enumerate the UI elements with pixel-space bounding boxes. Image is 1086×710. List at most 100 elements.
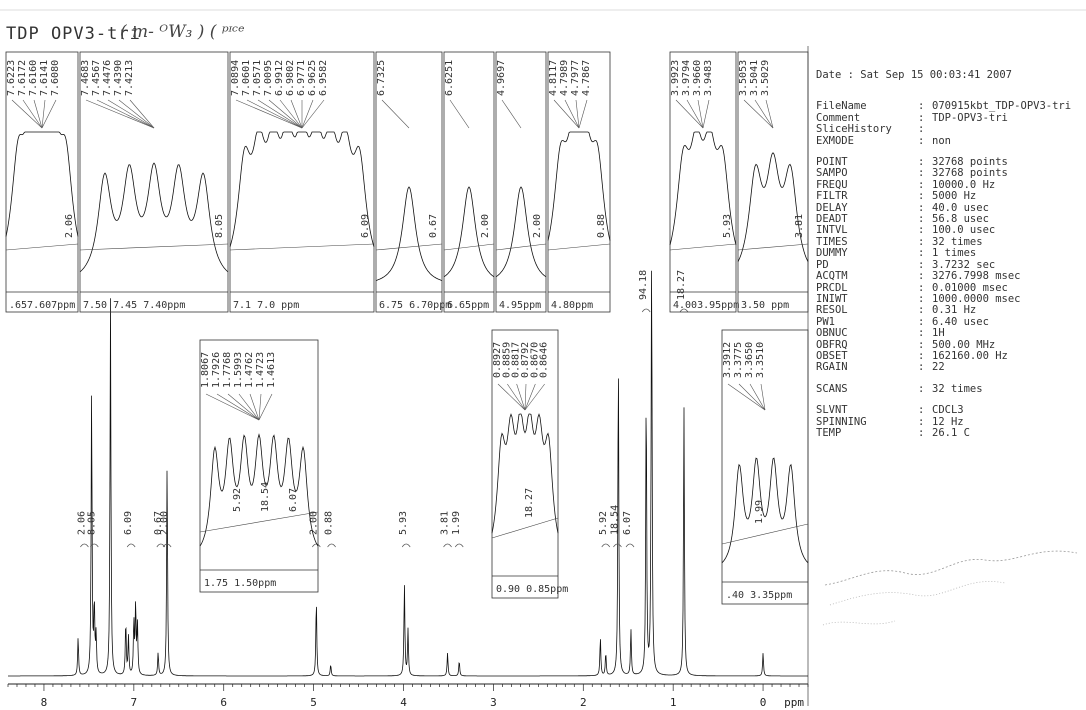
inset-box [443,51,495,313]
peak-label: 3.9794 [681,60,692,96]
param-row: POINT:32768 points [816,156,1084,168]
param-row: SAMPO:32768 points [816,168,1084,180]
param-colon: : [918,123,925,136]
peak-leader [268,99,303,129]
peak-label: 4.7989 [559,60,570,96]
param-key: SliceHistory [816,123,892,136]
inset-integral-line [229,243,375,251]
param-row: OBSET:162160.00 Hz [816,349,1084,362]
peak-leader [507,383,526,411]
peak-leader [449,99,470,129]
spectrum-trace [8,270,808,677]
peak-leader [301,99,325,129]
integral-curve [80,543,89,548]
peak-leader [216,393,260,421]
integral-curve [601,543,611,548]
param-row: PW1:6.40 usec [816,316,1084,328]
signature-scribble [822,550,1078,626]
param-row: FileName:070915kbt_TDP-OPV3-tri [816,100,1084,112]
peak-label: 7.4390 [113,60,124,96]
param-value: 56.8 usec [932,213,989,226]
peak-leader [754,99,774,129]
param-key: OBFRQ [816,338,848,351]
x-tick-label: 2 [580,696,587,709]
param-colon: : [918,338,925,351]
peak-label: 7.0095 [263,60,274,96]
peak-label: 4.8117 [548,60,559,96]
peak-label: 7.6172 [17,60,28,96]
param-value: 5000 Hz [932,190,977,203]
integral-label: 5.93 [398,511,409,535]
param-colon: : [918,134,925,147]
integral-label: 6.09 [123,511,134,535]
inset-integral-value: 18.27 [524,488,535,518]
param-row: TIMES:32 times [816,235,1084,248]
x-axis-label: ppm [784,696,804,709]
peak-leader [258,393,262,421]
param-row: DUMMY:1 times [816,247,1084,259]
inset-trace [229,131,375,248]
param-row: SPINNING:12 Hz [816,415,1084,428]
param-row: FILTR:5000 Hz [816,190,1084,203]
param-colon: : [918,415,925,428]
param-value: CDCL3 [932,404,964,417]
param-colon: : [918,201,925,214]
inset-integral-value: 6.07 [288,488,299,512]
param-key: OBSET [816,349,848,362]
param-row: INTVL:100.0 usec [816,225,1084,237]
param-colon: : [918,349,925,362]
inset-integral-value: 2.06 [64,214,75,238]
param-key: FREQU [816,178,848,191]
integral-label: 6.07 [622,511,633,535]
peak-leader [381,99,410,129]
integral-curve [327,543,336,548]
peak-label: 0.8859 [501,342,512,378]
param-key: SLVNT [816,404,848,417]
peak-label: 0.8927 [492,342,503,378]
peak-leader [205,393,260,421]
param-value: 26.1 C [932,426,970,439]
param-colon: : [918,382,925,395]
acquisition-parameters: Date : Sat Sep 15 00:03:41 2007 FileName… [816,69,1084,439]
param-key: SPINNING [816,415,867,428]
peak-label: 6.9802 [285,60,296,96]
inset-axis-label: 4.003.95ppm [673,300,739,311]
param-colon: : [918,426,925,439]
inset-integral-line [79,243,229,251]
spectrum-title: TDP OPV3-tri [6,24,141,44]
inset-trace [721,457,809,564]
inset-axis-label: 7.50 7.45 7.40ppm [83,300,185,311]
param-key: DELAY [816,201,848,214]
param-row: SliceHistory: [816,123,1084,136]
peak-label: 7.0894 [230,60,241,96]
peak-label: 7.4567 [91,60,102,96]
peak-label: 6.7325 [376,60,387,96]
inset-integral-value: 3.81 [794,214,805,238]
peak-leader [85,99,155,129]
peak-label: 3.3650 [744,342,755,378]
inset-axis-label: 6.65ppm [447,300,489,311]
inset-integral-value: 6.09 [360,214,371,238]
peak-leader [702,99,710,129]
inset-trace [5,131,79,237]
inset-axis-label: 4.80ppm [551,300,593,311]
inset-integral-value: 1.99 [754,500,765,524]
param-row: OBFRQ:500.00 MHz [816,338,1084,351]
param-key: DEADT [816,213,848,226]
handwritten-note: ( m- ᴼW₃ ) ( ᵖᶦᶜᵉ [120,22,245,42]
param-colon: : [918,235,925,248]
peak-label: 0.8670 [529,342,540,378]
param-value: 1000.0000 msec [932,292,1021,305]
peak-label: 3.9660 [692,60,703,96]
inset-box [737,51,809,313]
peak-label: 1.5993 [233,352,244,388]
inset-trace [669,131,737,246]
peak-label: 3.5053 [738,60,749,96]
param-row: PRCDL:0.01000 msec [816,282,1084,294]
inset-axis-label: 3.50 ppm [741,300,789,311]
inset-box [199,339,319,593]
param-colon: : [918,292,925,305]
x-tick-label: 4 [400,696,407,709]
x-tick-label: 5 [310,696,317,709]
peak-leader [516,383,526,411]
